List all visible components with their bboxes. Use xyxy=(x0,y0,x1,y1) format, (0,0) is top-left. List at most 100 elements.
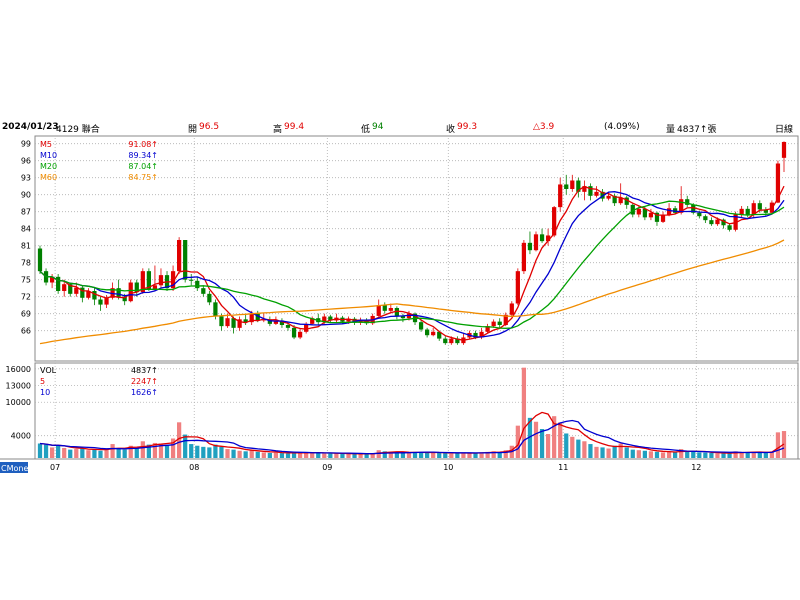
candle-body xyxy=(539,234,545,242)
candle-body xyxy=(576,180,581,192)
volume-tick-label: 10000 xyxy=(6,398,31,407)
candle-body xyxy=(582,186,587,192)
candle-body xyxy=(709,220,714,225)
brand-badge xyxy=(0,462,28,473)
candle-body xyxy=(201,288,206,294)
candle-body xyxy=(775,163,781,203)
volume-bar xyxy=(763,452,768,458)
volume-bar xyxy=(140,441,145,458)
candle-body xyxy=(739,208,744,215)
legend-name: M10 xyxy=(40,151,57,160)
candle-body xyxy=(346,318,351,322)
candle-body xyxy=(328,316,333,321)
candle-body xyxy=(358,319,363,323)
volume-bar xyxy=(43,444,49,458)
volume-bar xyxy=(37,443,43,458)
price-legend: M5 91.08↑ M10 89.34↑ M20 87.04↑ M60 84.75↑ xyxy=(40,140,158,182)
candle-body xyxy=(237,319,242,328)
volume-bar xyxy=(552,416,557,458)
candle-body xyxy=(310,318,315,324)
volume-bar xyxy=(727,452,732,458)
candle-body xyxy=(56,276,61,291)
volume-legend-name: 5 xyxy=(40,377,45,386)
volume-bar xyxy=(116,447,121,458)
price-tick-label: 78 xyxy=(21,259,31,268)
candle-body xyxy=(219,316,224,327)
candle-body xyxy=(715,219,720,225)
month-label: 08 xyxy=(189,463,199,472)
legend-value: 84.75↑ xyxy=(128,173,158,182)
volume-legend-value: 1626↑ xyxy=(131,388,158,397)
open-value: 96.5 xyxy=(199,122,220,132)
candle-body xyxy=(552,207,557,236)
date-axis-labels: 070809101112012024 xyxy=(50,463,701,472)
candle-body xyxy=(479,331,484,338)
volume-bar xyxy=(358,454,363,458)
candle-body xyxy=(745,208,750,216)
candle-body xyxy=(533,234,539,251)
volume-bar xyxy=(285,453,291,458)
candle-body xyxy=(660,214,666,222)
candle-body xyxy=(503,314,508,325)
candle-body xyxy=(376,305,381,316)
volume-bar xyxy=(267,452,272,458)
volume-bar xyxy=(183,434,188,458)
volume-bar xyxy=(666,451,672,458)
volume-bar xyxy=(624,447,629,458)
volume-bar xyxy=(394,451,399,458)
moving-average-lines xyxy=(39,185,785,345)
legend-value: 91.08↑ xyxy=(128,140,158,149)
volume-bar xyxy=(364,454,369,458)
close-label: 收 xyxy=(446,125,456,135)
volume-bar xyxy=(473,452,478,458)
volume-bar xyxy=(545,434,551,458)
candle-body xyxy=(261,319,266,321)
candle-body xyxy=(37,248,43,272)
candle-body xyxy=(781,141,787,158)
volume-legend-value: 4837↑ xyxy=(131,366,158,375)
volume-bar xyxy=(461,452,466,458)
volume-bar xyxy=(715,453,720,458)
volume-bar xyxy=(673,452,678,458)
volume-bar xyxy=(691,451,696,458)
candle-body xyxy=(455,338,460,344)
price-tick-label: 81 xyxy=(21,242,31,251)
volume-value: 4837↑張 xyxy=(677,125,717,135)
candle-body xyxy=(207,293,212,303)
volume-bar xyxy=(455,453,460,458)
volume-bar xyxy=(158,443,164,458)
candle-body xyxy=(600,191,605,199)
candle-body xyxy=(431,331,436,336)
month-label: 11 xyxy=(558,463,568,472)
candle-body xyxy=(679,199,684,213)
candle-body xyxy=(267,319,272,324)
volume-bar xyxy=(322,453,327,458)
candle-body xyxy=(146,271,151,290)
volume-bar xyxy=(431,452,436,458)
change-value: △3.9 xyxy=(533,122,555,132)
volume-bar xyxy=(201,446,206,458)
volume-bar xyxy=(654,451,660,458)
candle-body xyxy=(116,288,121,297)
candle-body xyxy=(437,331,442,339)
volume-label: 量 xyxy=(666,125,676,135)
volume-bar xyxy=(539,429,545,458)
volume-bar xyxy=(630,449,635,458)
volume-bar xyxy=(412,451,418,458)
candle-body xyxy=(225,318,230,327)
volume-bar xyxy=(751,451,756,458)
volume-bar xyxy=(497,452,502,458)
candle-body xyxy=(527,242,533,251)
volume-bar xyxy=(703,452,708,458)
volume-bar xyxy=(745,452,750,458)
volume-bar xyxy=(170,438,176,458)
volume-legend-name: 10 xyxy=(40,388,50,397)
candle-body xyxy=(170,271,176,289)
volume-bar xyxy=(485,451,490,458)
volume-bar xyxy=(576,439,581,458)
volume-bar xyxy=(122,449,127,458)
volume-bar xyxy=(400,452,406,458)
period-label[interactable]: 日線 xyxy=(775,125,794,135)
candle-body xyxy=(400,315,406,319)
vol-ma5-line xyxy=(39,411,785,455)
